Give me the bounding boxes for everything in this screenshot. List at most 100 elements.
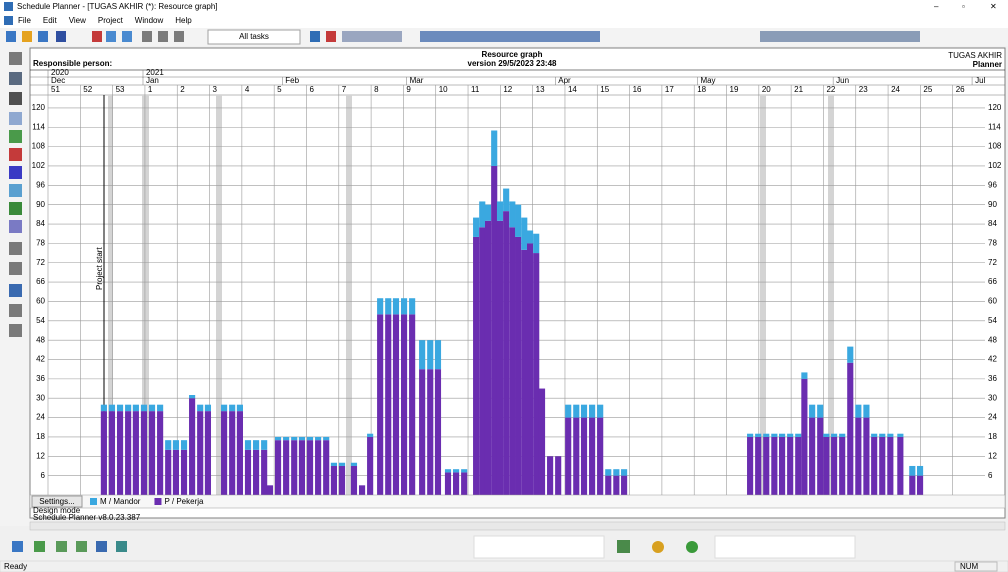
side-icon[interactable] <box>9 284 22 297</box>
y2-tick-label: 12 <box>988 451 997 460</box>
side-icon[interactable] <box>9 202 22 215</box>
tool-icon[interactable] <box>38 31 48 42</box>
bottom-icon[interactable] <box>76 541 87 552</box>
tool-icon[interactable] <box>342 31 402 42</box>
title-bar <box>0 0 1008 14</box>
bar-segment <box>306 440 314 495</box>
side-icon[interactable] <box>9 324 22 337</box>
tool-icon[interactable] <box>6 31 16 42</box>
bar-segment <box>573 404 580 418</box>
minimize-button[interactable]: – <box>934 2 939 11</box>
bar-segment <box>879 436 886 495</box>
bottom-icon[interactable] <box>617 540 630 553</box>
x-tick-label: 12 <box>503 85 512 94</box>
bottom-icon[interactable] <box>652 541 664 553</box>
side-icon[interactable] <box>9 304 22 317</box>
tool-icon[interactable] <box>92 31 102 42</box>
restore-button[interactable]: ▫ <box>962 2 965 11</box>
side-icon[interactable] <box>9 184 22 197</box>
menu-item[interactable]: View <box>69 16 86 25</box>
side-icon[interactable] <box>9 220 22 233</box>
filter-combobox[interactable] <box>207 29 301 45</box>
bar-segment <box>515 236 522 495</box>
bottom-icon[interactable] <box>96 541 107 552</box>
h-scrollbar[interactable] <box>29 521 1006 531</box>
y2-tick-label: 108 <box>988 142 1002 151</box>
bottom-icon[interactable] <box>686 541 698 553</box>
month-label: Feb <box>285 76 299 85</box>
responsible-label: Responsible person: <box>33 59 112 68</box>
bar-segment <box>897 436 904 495</box>
bar-segment <box>863 404 870 418</box>
bar-segment <box>747 436 754 495</box>
bar-segment <box>291 440 298 495</box>
x-tick-label: 19 <box>730 85 739 94</box>
side-icon[interactable] <box>9 92 22 105</box>
bar-segment <box>172 440 180 450</box>
bar-segment <box>125 404 132 412</box>
bottom-icon[interactable] <box>34 541 45 552</box>
y-tick-label: 78 <box>36 238 45 247</box>
bottom-icon[interactable] <box>116 541 127 552</box>
menu-item[interactable]: Edit <box>43 16 58 25</box>
bar-segment <box>855 404 862 418</box>
y2-tick-label: 72 <box>988 258 997 267</box>
bar-segment <box>491 165 498 495</box>
y-tick-label: 84 <box>36 219 45 228</box>
tool-icon[interactable] <box>174 31 184 42</box>
bar-segment <box>116 404 124 412</box>
bar-segment <box>787 433 794 437</box>
bar-segment <box>330 465 338 495</box>
bar-segment <box>427 369 434 495</box>
side-icon[interactable] <box>9 130 22 143</box>
bar-segment <box>172 449 180 495</box>
bar-segment <box>916 465 924 476</box>
side-icon[interactable] <box>9 72 22 85</box>
side-icon[interactable] <box>9 52 22 65</box>
tool-icon[interactable] <box>326 31 336 42</box>
tool-icon[interactable] <box>122 31 132 42</box>
tool-icon[interactable] <box>56 31 66 42</box>
tool-icon[interactable] <box>106 31 116 42</box>
y-tick-label: 48 <box>36 335 45 344</box>
bar-segment <box>338 465 346 495</box>
bar-segment <box>831 433 838 437</box>
menu-item[interactable]: Window <box>135 16 164 25</box>
y2-tick-label: 120 <box>988 103 1002 112</box>
bar-segment <box>291 436 298 441</box>
bar-segment <box>879 433 886 437</box>
side-icon[interactable] <box>9 148 22 161</box>
bar-segment <box>189 395 196 399</box>
menu-item[interactable]: File <box>18 16 31 25</box>
bar-segment <box>261 440 268 450</box>
bar-segment <box>253 440 260 450</box>
bottom-icon[interactable] <box>56 541 67 552</box>
y-tick-label: 24 <box>36 413 45 422</box>
settings-button[interactable] <box>31 495 83 508</box>
side-icon[interactable] <box>9 242 22 255</box>
bar-segment <box>580 404 588 418</box>
bar-segment <box>461 472 468 495</box>
tool-icon[interactable] <box>158 31 168 42</box>
tool-icon[interactable] <box>310 31 320 42</box>
filter-label: All tasks <box>239 32 269 41</box>
bar-segment <box>427 340 434 370</box>
menu-item[interactable]: Project <box>98 16 124 25</box>
side-icon[interactable] <box>9 262 22 275</box>
bar-segment <box>621 475 628 495</box>
side-icon[interactable] <box>9 166 22 179</box>
bar-segment <box>565 404 572 418</box>
menu-item[interactable]: Help <box>175 16 192 25</box>
legend-swatch <box>90 498 97 505</box>
side-icon[interactable] <box>9 112 22 125</box>
tool-icon[interactable] <box>142 31 152 42</box>
x-tick-label: 15 <box>600 85 609 94</box>
bottom-icon[interactable] <box>12 541 23 552</box>
tool-icon[interactable] <box>760 31 920 42</box>
tool-icon[interactable] <box>22 31 32 42</box>
bar-segment <box>871 436 878 495</box>
close-button[interactable]: ✕ <box>990 2 997 11</box>
tool-icon[interactable] <box>420 31 600 42</box>
stripe <box>346 95 352 495</box>
